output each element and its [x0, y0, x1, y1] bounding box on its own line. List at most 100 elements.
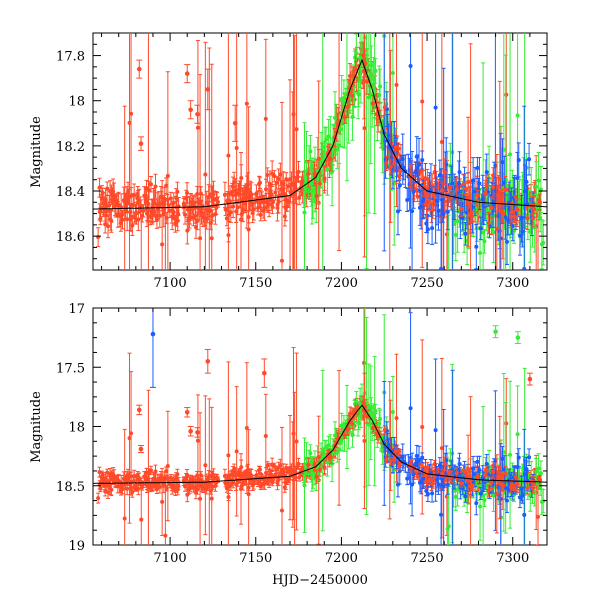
- data-point: [323, 176, 327, 180]
- data-point: [391, 71, 395, 75]
- data-point: [455, 187, 459, 191]
- data-point: [537, 179, 541, 183]
- data-point: [188, 107, 193, 112]
- data-point: [106, 224, 110, 228]
- data-point: [354, 51, 358, 55]
- data-point: [185, 71, 190, 76]
- data-point: [233, 121, 238, 126]
- data-point: [275, 181, 279, 185]
- data-point: [440, 188, 444, 192]
- data-point: [505, 240, 509, 244]
- data-point: [201, 204, 205, 208]
- data-point: [265, 463, 269, 467]
- data-point: [485, 184, 489, 188]
- data-point: [146, 188, 150, 192]
- data-point: [98, 217, 102, 221]
- data-point: [384, 161, 388, 165]
- data-point: [446, 294, 450, 298]
- data-point: [239, 176, 243, 180]
- top-panel-data: [93, 0, 547, 446]
- data-point: [502, 212, 506, 216]
- data-point: [500, 194, 504, 198]
- data-point: [195, 192, 199, 196]
- x-tick-label: 7250: [411, 276, 444, 291]
- data-point: [276, 202, 280, 206]
- data-point: [357, 92, 361, 96]
- data-point: [160, 500, 164, 504]
- data-point: [329, 157, 333, 161]
- y-tick-label: 18.4: [56, 185, 85, 200]
- data-point: [165, 197, 169, 201]
- data-point: [430, 226, 434, 230]
- data-point: [308, 149, 312, 153]
- data-point: [350, 94, 354, 98]
- data-point: [270, 205, 274, 209]
- data-point: [226, 453, 230, 457]
- data-point: [106, 490, 110, 494]
- data-point: [394, 145, 398, 149]
- data-point: [295, 440, 299, 444]
- data-point: [139, 518, 143, 522]
- data-point: [265, 173, 269, 177]
- y-tick-label: 18: [68, 95, 85, 110]
- highlighted-points: [136, 60, 238, 150]
- data-point: [158, 202, 162, 206]
- data-point: [306, 172, 310, 176]
- data-point: [389, 165, 393, 169]
- data-point: [348, 74, 352, 78]
- data-point: [431, 208, 435, 212]
- data-point: [196, 439, 200, 443]
- data-point: [409, 64, 413, 68]
- data-point: [317, 157, 321, 161]
- data-point: [226, 154, 230, 158]
- data-point: [226, 233, 230, 237]
- data-point: [447, 186, 451, 190]
- data-point: [515, 208, 519, 212]
- data-point: [318, 182, 322, 186]
- data-point: [124, 201, 128, 205]
- y-tick-label: 18.6: [56, 230, 85, 245]
- data-point: [247, 228, 251, 232]
- data-point: [443, 170, 447, 174]
- data-point: [300, 179, 304, 183]
- data-point: [211, 213, 215, 217]
- data-point: [199, 192, 203, 196]
- data-point: [446, 210, 450, 214]
- data-point: [196, 126, 200, 130]
- data-point: [153, 185, 157, 189]
- data-point: [176, 219, 180, 223]
- data-point: [210, 236, 214, 240]
- data-point: [339, 127, 343, 131]
- data-point: [203, 173, 207, 177]
- data-point: [527, 157, 531, 161]
- data-point: [474, 245, 478, 249]
- data-point: [460, 202, 464, 206]
- data-point: [541, 241, 545, 245]
- data-point: [123, 274, 127, 278]
- data-point: [296, 170, 300, 174]
- data-point: [398, 169, 402, 173]
- data-point: [487, 221, 491, 225]
- data-point: [478, 251, 482, 255]
- data-point: [475, 166, 479, 170]
- data-point: [378, 84, 382, 88]
- data-point: [482, 239, 486, 243]
- x-tick-label: 7150: [239, 276, 272, 291]
- top-panel-ticks: [93, 33, 547, 270]
- data-point: [516, 114, 520, 118]
- data-point: [517, 158, 521, 162]
- data-point: [485, 170, 489, 174]
- series-red-overlay: [98, 0, 542, 446]
- data-point: [188, 217, 192, 221]
- data-point: [139, 141, 144, 146]
- data-point: [491, 185, 495, 189]
- data-point: [158, 214, 162, 218]
- data-point: [198, 497, 202, 501]
- data-point: [415, 155, 419, 159]
- data-point: [384, 157, 388, 161]
- data-point: [104, 197, 108, 201]
- data-point: [374, 69, 378, 73]
- data-point: [410, 209, 414, 213]
- data-point: [247, 492, 251, 496]
